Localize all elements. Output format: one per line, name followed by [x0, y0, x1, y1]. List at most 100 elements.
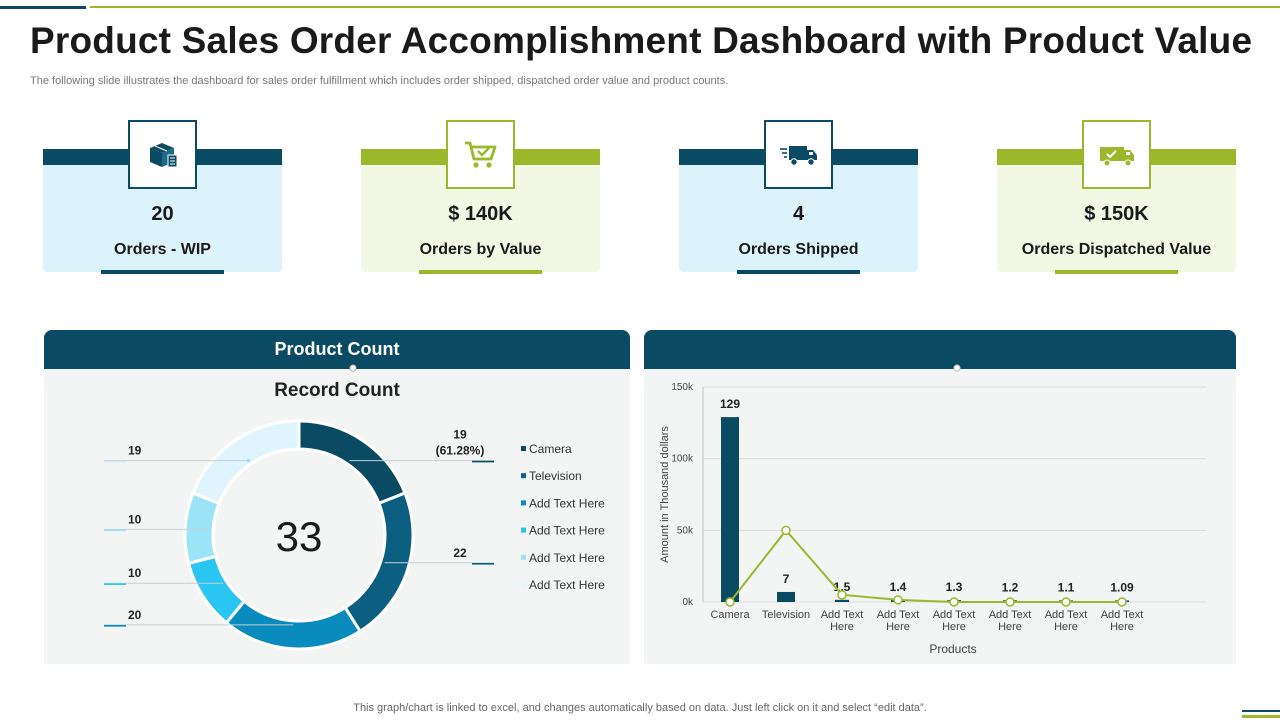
line-point: [1117, 597, 1127, 607]
donut-slice: [183, 491, 221, 566]
x-tick-label-line2: Here: [1110, 621, 1134, 633]
delivery-van-icon: [1099, 146, 1134, 166]
page-title: Product Sales Order Accomplishment Dashb…: [30, 20, 1253, 61]
kpi-underline: [737, 270, 860, 274]
donut-slice: [191, 419, 301, 506]
donut-slice: [343, 491, 415, 634]
x-tick-label-line2: Here: [886, 621, 910, 633]
y-tick-label: 150k: [671, 382, 694, 393]
kpi-value: 4: [792, 203, 805, 225]
leader-dot: [207, 527, 212, 532]
donut-title: Record Count: [274, 380, 400, 401]
product-value-panel: 0k 50k 100k 150k Amount in Thousand dollars 1…: [644, 330, 1236, 664]
donut-data-label: 10: [128, 566, 142, 580]
bar: [721, 417, 739, 602]
donut-data-label: 22: [453, 546, 467, 560]
x-axis-label: Products: [929, 642, 976, 656]
donut-data-label: 19 (61.28%): [436, 428, 485, 458]
top-accent-dark: [0, 6, 86, 9]
product-count-panel: Product Count Record Count 33 19 (61.28%) 22…: [44, 330, 630, 664]
donut-data-label: 20: [128, 608, 142, 622]
bar-data-label: 1.3: [946, 580, 963, 594]
bar-data-label: 7: [783, 572, 790, 586]
x-tick-label-line2: Here: [1054, 621, 1078, 633]
x-tick-label: Add Text: [877, 609, 920, 621]
x-tick-label-line2: Here: [942, 621, 966, 633]
product-value-header: [644, 330, 1236, 369]
x-tick-label: Television: [762, 609, 810, 621]
bar: [777, 591, 795, 602]
kpi-label: Orders - WIP: [114, 241, 211, 258]
bottom-accent-green: [1242, 715, 1280, 718]
kpi-value: $ 140K: [448, 203, 513, 225]
leader-dot: [246, 458, 251, 463]
kpi-label: Orders Shipped: [738, 241, 859, 258]
x-tick-label: Camera: [710, 609, 750, 621]
donut-data-label: 19: [128, 444, 142, 458]
kpi-icon-box: [1082, 120, 1151, 189]
leader-dot: [221, 581, 225, 586]
x-tick-label-line2: Here: [998, 621, 1022, 633]
x-tick-label: Add Text: [989, 609, 1032, 621]
kpi-underline: [1055, 270, 1178, 274]
kpi-icon-box: [446, 120, 515, 189]
legend-label: Add Text Here: [529, 524, 605, 538]
bar-data-label: 1.1: [1058, 580, 1075, 594]
y-tick-label: 100k: [671, 454, 694, 465]
kpi-value: $ 150K: [1084, 203, 1149, 225]
line-point: [893, 595, 903, 605]
legend-label: Add Text Here: [529, 496, 605, 510]
top-accent-green: [90, 6, 1280, 8]
kpi-label: Orders Dispatched Value: [1021, 241, 1212, 258]
donut-slice: [186, 554, 247, 625]
donut-slice: [297, 419, 407, 506]
x-tick-label: Add Text: [1101, 609, 1144, 621]
legend-swatch: [521, 446, 526, 451]
x-tick-label: Add Text: [1045, 609, 1088, 621]
kpi-icon-box: [764, 120, 833, 189]
x-tick-label: Add Text: [933, 609, 976, 621]
line-series: [729, 528, 1122, 603]
page-subtitle: The following slide illustrates the dash…: [30, 75, 729, 87]
y-axis-label: Amount in Thousand dollars: [659, 426, 671, 563]
product-count-header: Product Count: [44, 330, 630, 369]
line-point: [781, 525, 791, 536]
kpi-card-orders-wip: 20 Orders - WIP: [43, 120, 282, 274]
kpi-card-orders-by-value: $ 140K Orders by Value: [361, 120, 600, 274]
kpi-underline: [419, 270, 542, 274]
y-tick-label: 0k: [682, 597, 694, 608]
bar-chart: 0k 50k 100k 150k Amount in Thousand dollars 1…: [659, 364, 1206, 656]
kpi-label: Orders by Value: [419, 241, 542, 258]
x-tick-label-line2: Here: [830, 621, 854, 633]
bar-data-label: 1.2: [1002, 580, 1019, 594]
legend-swatch: [521, 527, 526, 533]
legend-swatch: [521, 500, 526, 506]
chart-handle-dot: [953, 364, 961, 372]
line-point: [1061, 597, 1071, 607]
bottom-accent-dark: [1242, 710, 1280, 712]
delivery-truck-icon: [779, 145, 817, 166]
legend-label: Camera: [529, 442, 572, 456]
packages-icon: [149, 142, 177, 167]
legend-label: Television: [529, 469, 582, 483]
bar-data-label: 1.4: [890, 580, 907, 594]
chart-handle-dot: [349, 364, 357, 372]
bar-data-label: 1.09: [1110, 580, 1134, 594]
legend-label: Add Text Here: [529, 551, 605, 565]
line-point: [949, 597, 959, 607]
legend-label: Add Text Here: [529, 578, 605, 592]
shopping-cart-icon: [464, 141, 496, 168]
x-tick-label: Add Text: [821, 609, 864, 621]
legend-swatch: [521, 582, 526, 587]
y-tick-label: 50k: [677, 525, 694, 536]
legend-swatch: [521, 554, 526, 560]
footnote: This graph/chart is linked to excel, and…: [353, 702, 927, 714]
kpi-card-orders-shipped: 4 Orders Shipped: [679, 120, 918, 274]
line-point: [1005, 597, 1015, 607]
donut-data-label: 10: [128, 512, 142, 526]
bar-data-label: 129: [720, 397, 740, 411]
line-point: [837, 590, 847, 600]
bar: [835, 599, 849, 602]
line-point: [725, 597, 735, 607]
donut-chart: Record Count 33 19 (61.28%) 22 20 10 10 19 Camera…: [104, 364, 605, 651]
